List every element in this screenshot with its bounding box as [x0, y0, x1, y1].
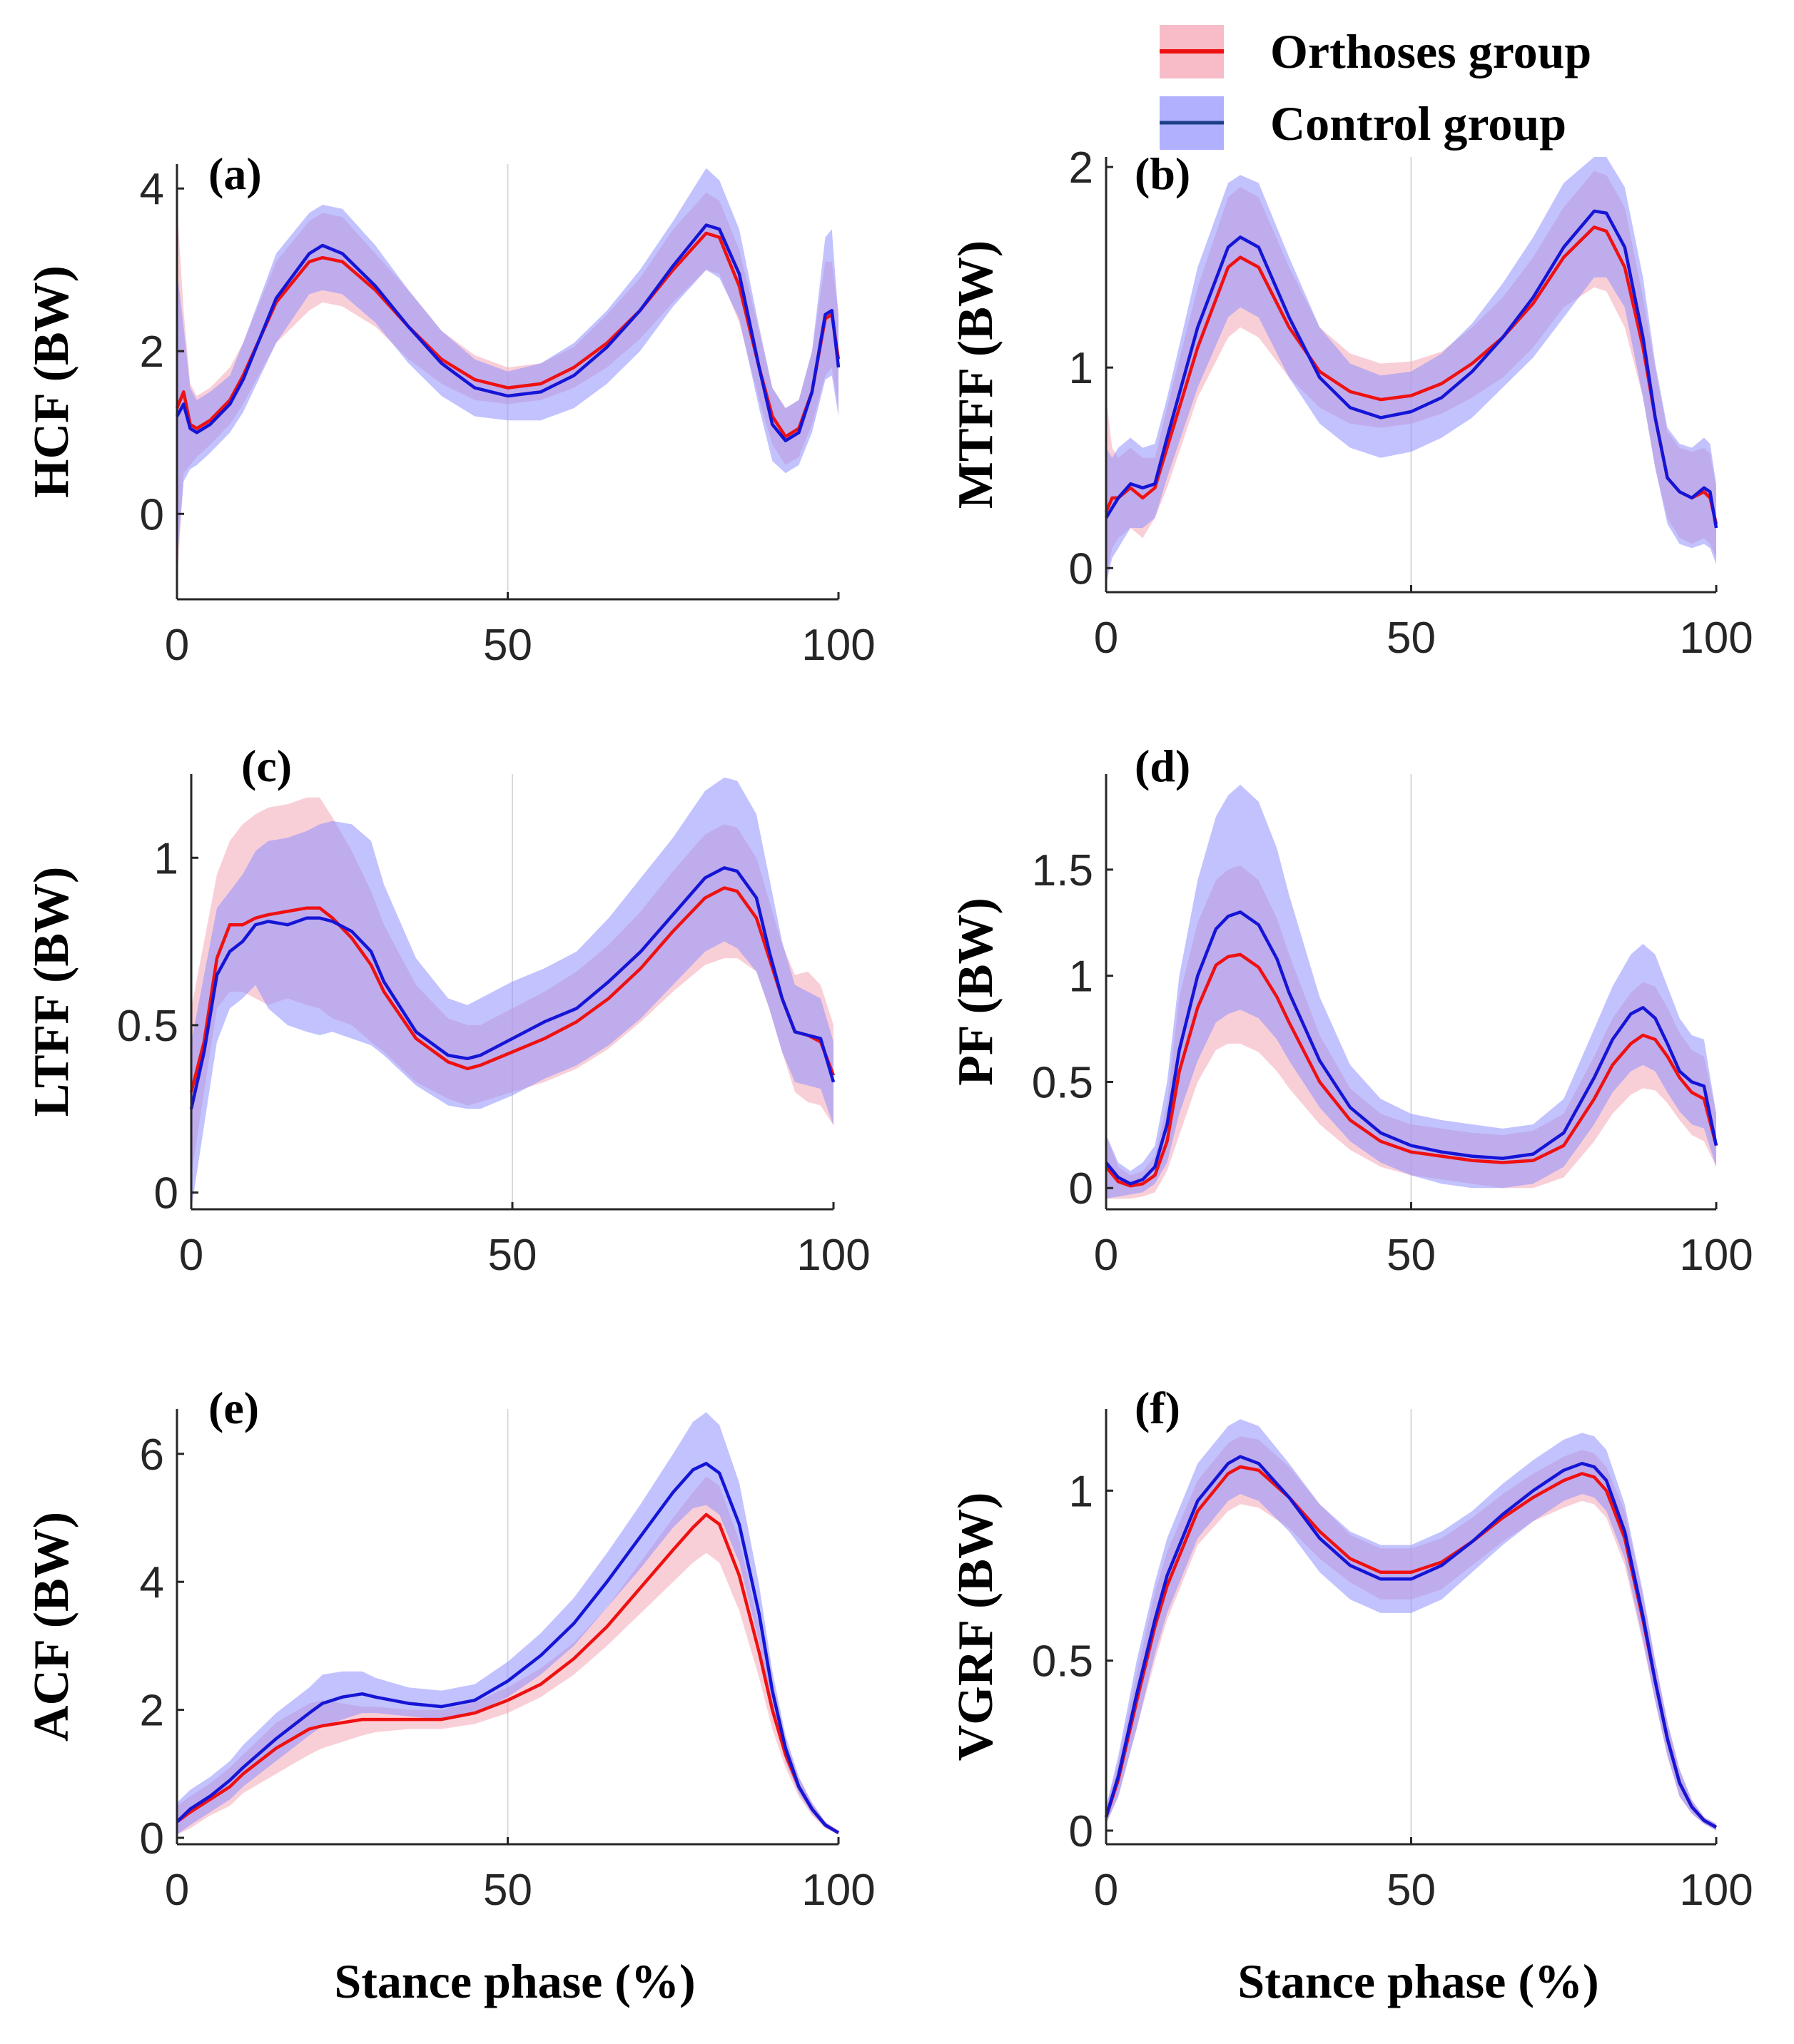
legend-label-orthoses: Orthoses group — [1270, 24, 1591, 78]
panel-label: (a) — [208, 148, 262, 199]
y-axis-label: VGRF (BW) — [948, 1493, 1003, 1761]
x-tick-label: 0 — [165, 621, 189, 670]
control-mean-line — [1105, 209, 1718, 529]
x-tick-label: 50 — [1387, 1231, 1436, 1280]
panel-label: (b) — [1135, 148, 1190, 199]
y-tick-label: 0.5 — [1032, 1058, 1093, 1107]
y-axis-label: PF (BW) — [948, 898, 1003, 1086]
panel-a: 0 50 100 0 2 4 HCF (BW) (a) — [24, 148, 876, 670]
panel-label: (c) — [241, 741, 292, 791]
x-tick-label: 100 — [1679, 1866, 1753, 1915]
x-tick-label: 100 — [796, 1231, 870, 1280]
x-axis-label: Stance phase (%) — [334, 1954, 695, 2008]
panel-c: 0 50 100 0 0.5 1 LTFF (BW) (c) — [24, 741, 871, 1280]
panel-d: 0 50 100 0 0.5 1 1.5 PF (BW) (d) — [948, 741, 1753, 1280]
panel-label: (d) — [1135, 741, 1190, 791]
x-tick-label: 50 — [1387, 614, 1436, 663]
y-tick-label: 2 — [140, 1687, 164, 1736]
x-tick-label: 0 — [179, 1231, 203, 1280]
y-tick-label: 0 — [154, 1169, 178, 1219]
orthoses-mean-line — [175, 231, 841, 439]
x-tick-label: 100 — [1679, 1231, 1753, 1280]
y-tick-label: 2 — [140, 327, 164, 377]
x-tick-label: 100 — [801, 1866, 875, 1915]
y-tick-label: 1.5 — [1032, 846, 1093, 895]
panel-label: (e) — [208, 1383, 259, 1433]
control-sd-band — [177, 1412, 838, 1835]
x-tick-label: 0 — [1094, 614, 1118, 663]
y-tick-label: 1 — [154, 834, 178, 883]
x-tick-label: 0 — [1094, 1231, 1118, 1280]
panel-b: 0 50 100 0 1 2 MTFF (BW) (b) — [948, 143, 1753, 663]
orthoses-mean-line — [176, 1512, 840, 1834]
y-tick-label: 4 — [140, 165, 164, 214]
control-sd-band — [1106, 157, 1716, 584]
y-tick-label: 0.5 — [1032, 1637, 1093, 1687]
x-tick-label: 50 — [1387, 1866, 1436, 1915]
y-tick-label: 0 — [1069, 1164, 1093, 1214]
y-tick-label: 1 — [1069, 1467, 1093, 1516]
y-tick-label: 0 — [140, 1814, 164, 1864]
control-mean-line — [1104, 1455, 1718, 1829]
panel-e: 0 50 100 0 2 4 6 ACF (BW) Stance phase (%) (e) — [24, 1383, 876, 2008]
orthoses-mean-line — [189, 886, 836, 1093]
x-tick-label: 100 — [1679, 614, 1753, 663]
y-axis-label: ACF (BW) — [24, 1512, 79, 1742]
y-tick-label: 4 — [140, 1558, 164, 1607]
x-axis-label: Stance phase (%) — [1237, 1954, 1598, 2008]
control-sd-band — [1106, 784, 1716, 1199]
legend: Orthoses group Control group — [1160, 24, 1591, 151]
y-axis-label: LTFF (BW) — [24, 867, 79, 1117]
panel-label: (f) — [1135, 1383, 1180, 1433]
control-mean-line — [176, 1462, 840, 1834]
x-tick-label: 50 — [483, 1866, 532, 1915]
x-tick-label: 50 — [483, 621, 532, 670]
control-mean-line — [1105, 910, 1718, 1186]
orthoses-mean-line — [1105, 952, 1718, 1188]
y-tick-label: 1 — [1069, 952, 1093, 1002]
y-tick-label: 0 — [1069, 544, 1093, 594]
y-tick-label: 0.5 — [117, 1002, 178, 1051]
y-axis-label: HCF (BW) — [24, 265, 79, 498]
x-tick-label: 100 — [801, 621, 875, 670]
x-tick-label: 0 — [1094, 1866, 1118, 1915]
y-tick-label: 0 — [1069, 1807, 1093, 1856]
legend-label-control: Control group — [1270, 96, 1566, 151]
panel-f: 0 50 100 0 0.5 1 VGRF (BW) Stance phase (%) (f) — [948, 1383, 1753, 2008]
y-tick-label: 1 — [1069, 344, 1093, 393]
x-tick-label: 0 — [165, 1866, 189, 1915]
y-tick-label: 6 — [140, 1430, 164, 1480]
control-sd-band — [191, 777, 833, 1209]
y-tick-label: 2 — [1069, 143, 1093, 193]
control-mean-line — [189, 866, 836, 1109]
y-tick-label: 0 — [140, 490, 164, 539]
control-mean-line — [176, 223, 841, 442]
orthoses-sd-band — [177, 1476, 838, 1835]
x-tick-label: 50 — [488, 1231, 537, 1280]
y-axis-label: MTFF (BW) — [948, 240, 1003, 509]
